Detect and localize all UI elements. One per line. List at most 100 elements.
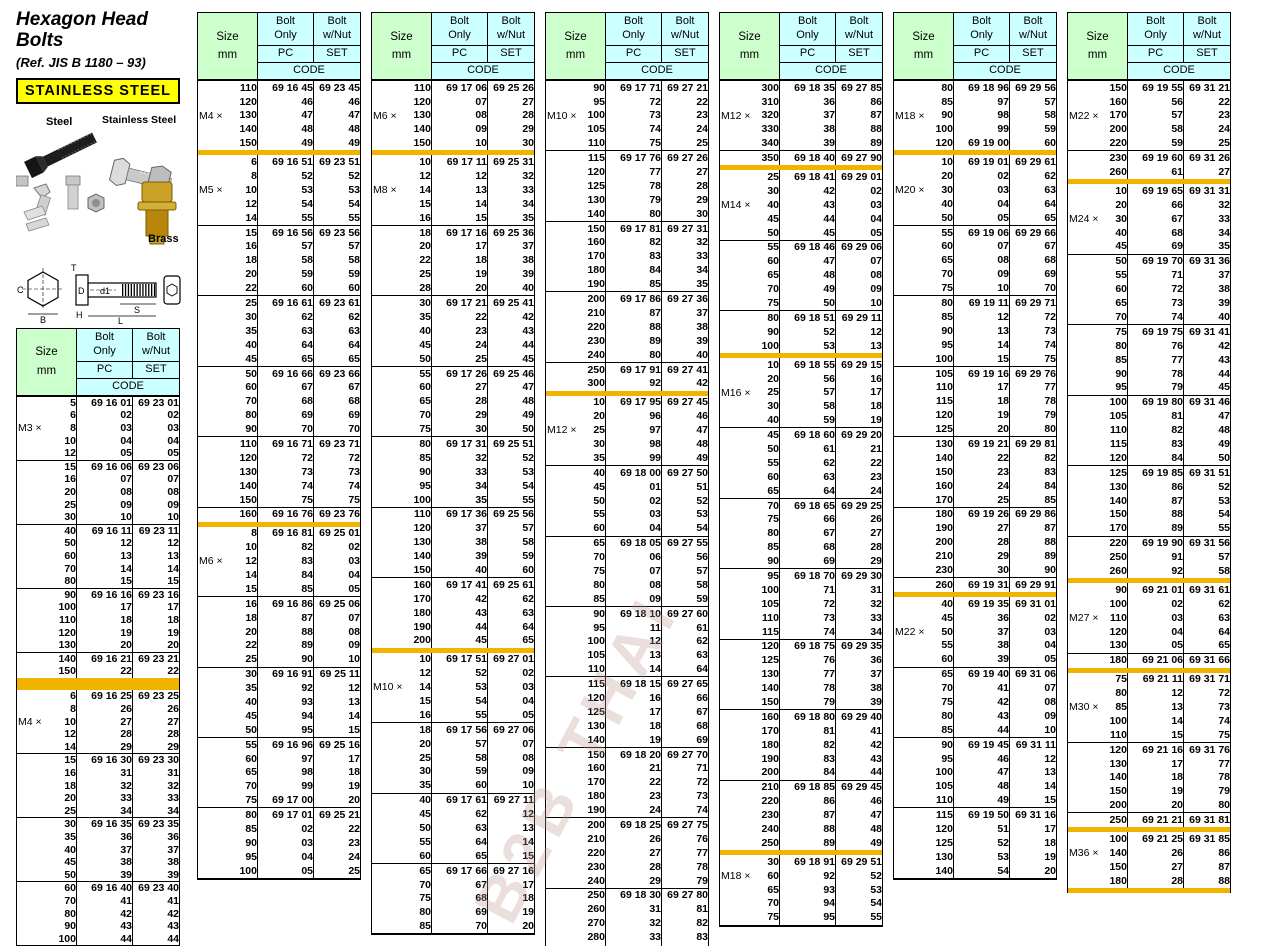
table-row: 220 59 25 <box>1067 136 1231 151</box>
pc-code-cell: 45 <box>431 633 488 648</box>
pc-code-cell: 69 16 45 <box>257 80 314 95</box>
table-row: 65 28 48 <box>371 394 535 409</box>
set-code-cell: 49 <box>348 137 360 150</box>
size-cell: 170 <box>371 592 432 606</box>
set-code-cell: 17 <box>167 601 179 614</box>
table-row: 120 19 19 <box>16 626 180 640</box>
size-cell: 80 <box>719 526 780 541</box>
size-cell: 90 <box>16 587 77 602</box>
set-code-cell: 37 <box>522 240 534 253</box>
table-row: 12 05 05 <box>16 447 180 461</box>
set-code-cell: 42 <box>1218 339 1230 352</box>
table-row: 110 69 17 36 69 25 56 <box>371 506 535 522</box>
pc-code-cell: 98 <box>257 765 314 780</box>
pc-code-cell: 42 <box>953 695 1010 710</box>
thread-size-label: M8 × <box>373 183 397 196</box>
pc-code-cell: 21 <box>605 761 662 776</box>
table-row: 130 53 19 <box>893 850 1057 864</box>
size-cell: 55 <box>371 835 432 850</box>
size-cell: 75 <box>545 564 606 579</box>
size-cell: 12 <box>16 728 77 741</box>
pc-code-cell: 37 <box>76 843 133 857</box>
set-code-cell: 48 <box>522 395 534 408</box>
size-cell: 120 <box>197 451 258 466</box>
pc-code-cell: 62 <box>257 310 314 325</box>
set-code-cell: 31 <box>167 767 179 780</box>
pc-code-cell: 13 <box>76 549 133 563</box>
size-cell: 100 <box>1067 597 1128 611</box>
size-cell: 300 <box>545 376 606 391</box>
set-code-cell: 89 <box>870 137 882 150</box>
pc-code-cell: 61 <box>779 442 836 457</box>
set-code-cell: 62 <box>522 592 534 605</box>
pc-code-cell: 27 <box>1127 860 1184 874</box>
set-code-cell: 59 <box>696 592 708 605</box>
table-row: 20 56 16 <box>719 371 883 386</box>
pc-code-cell: 98 <box>953 108 1010 123</box>
size-cell: 105 <box>545 648 606 663</box>
pc-code-cell: 63 <box>257 324 314 339</box>
yellow-separator <box>1067 887 1231 893</box>
pc-code-cell: 82 <box>779 737 836 752</box>
table-row: 230 69 19 60 69 31 26 <box>1067 150 1231 166</box>
size-cell: 45 <box>197 351 258 367</box>
size-cell: 55 <box>371 365 432 381</box>
size-cell: 10 <box>719 357 780 372</box>
table-row: 45 01 51 <box>545 479 709 494</box>
pc-code-cell: 69 17 41 <box>431 577 488 593</box>
table-row: 20 08 08 <box>16 485 180 499</box>
pc-code-cell: 92 <box>605 376 662 391</box>
size-cell: 150 <box>1067 507 1128 522</box>
set-code-cell: 74 <box>1044 338 1056 351</box>
set-code-cell: 22 <box>870 456 882 469</box>
set-code-cell: 04 <box>167 434 179 447</box>
size-cell: 120 <box>1067 624 1128 639</box>
set-code-cell: 69 29 06 <box>835 239 883 255</box>
pc-code-cell: 28 <box>1127 873 1184 888</box>
size-cell: 22 <box>197 281 258 296</box>
pc-code-cell: 24 <box>953 478 1010 493</box>
table-row: 240 80 40 <box>545 347 709 363</box>
table-row: 85 09 59 <box>545 592 709 607</box>
size-cell: 90 <box>545 605 606 621</box>
table-row: 75 69 21 11 69 31 71 <box>1067 672 1231 687</box>
size-cell: 120 <box>893 408 954 423</box>
pc-code-cell: 86 <box>1127 479 1184 494</box>
size-cell: 55 <box>1067 268 1128 283</box>
size-cell: 250 <box>545 887 606 903</box>
table-row: 55 69 16 96 69 25 16 <box>197 736 361 752</box>
pc-code-cell: 69 16 11 <box>76 523 133 538</box>
size-cell: 110 <box>197 436 258 452</box>
pc-code-cell: 69 17 71 <box>605 80 662 95</box>
pc-code-cell: 87 <box>779 808 836 823</box>
table-row: 110 15 75 <box>1067 728 1231 743</box>
table-row: 150 23 83 <box>893 465 1057 479</box>
size-cell: 140 <box>197 478 258 493</box>
pc-code-cell: 08 <box>605 578 662 593</box>
size-cell: 6 <box>16 690 77 704</box>
set-code-cell: 55 <box>522 493 534 506</box>
size-cell: 50 <box>16 537 77 550</box>
table-row: 120 04 64 <box>1067 624 1231 639</box>
size-cell: 30 <box>719 184 780 199</box>
pc-code-cell: 69 18 05 <box>605 535 662 551</box>
table-row: 270 32 82 <box>545 916 709 931</box>
table-row: 160 24 84 <box>893 478 1057 493</box>
set-code-cell: 18 <box>1044 836 1056 849</box>
table-row: M4 × 130 47 47 <box>197 108 361 123</box>
set-code-cell: 36 <box>870 654 882 667</box>
yellow-separator <box>197 150 361 156</box>
set-code-cell: 19 <box>348 780 360 793</box>
size-cell: 100 <box>719 583 780 598</box>
size-cell: 50 <box>371 821 432 836</box>
size-cell: 15 <box>16 459 77 474</box>
pc-code-cell: 35 <box>431 492 488 508</box>
set-code-cell: 52 <box>870 869 882 882</box>
set-code-cell: 69 29 76 <box>1009 365 1057 381</box>
bolt-with-nut-header: Bolt w/Nut <box>132 327 180 362</box>
set-code-cell: 69 23 25 <box>138 690 179 703</box>
pc-code-cell: 69 17 81 <box>605 220 662 236</box>
table-row: 90 78 44 <box>1067 366 1231 381</box>
table-row: 40 59 19 <box>719 413 883 428</box>
size-cell: 60 <box>371 380 432 395</box>
